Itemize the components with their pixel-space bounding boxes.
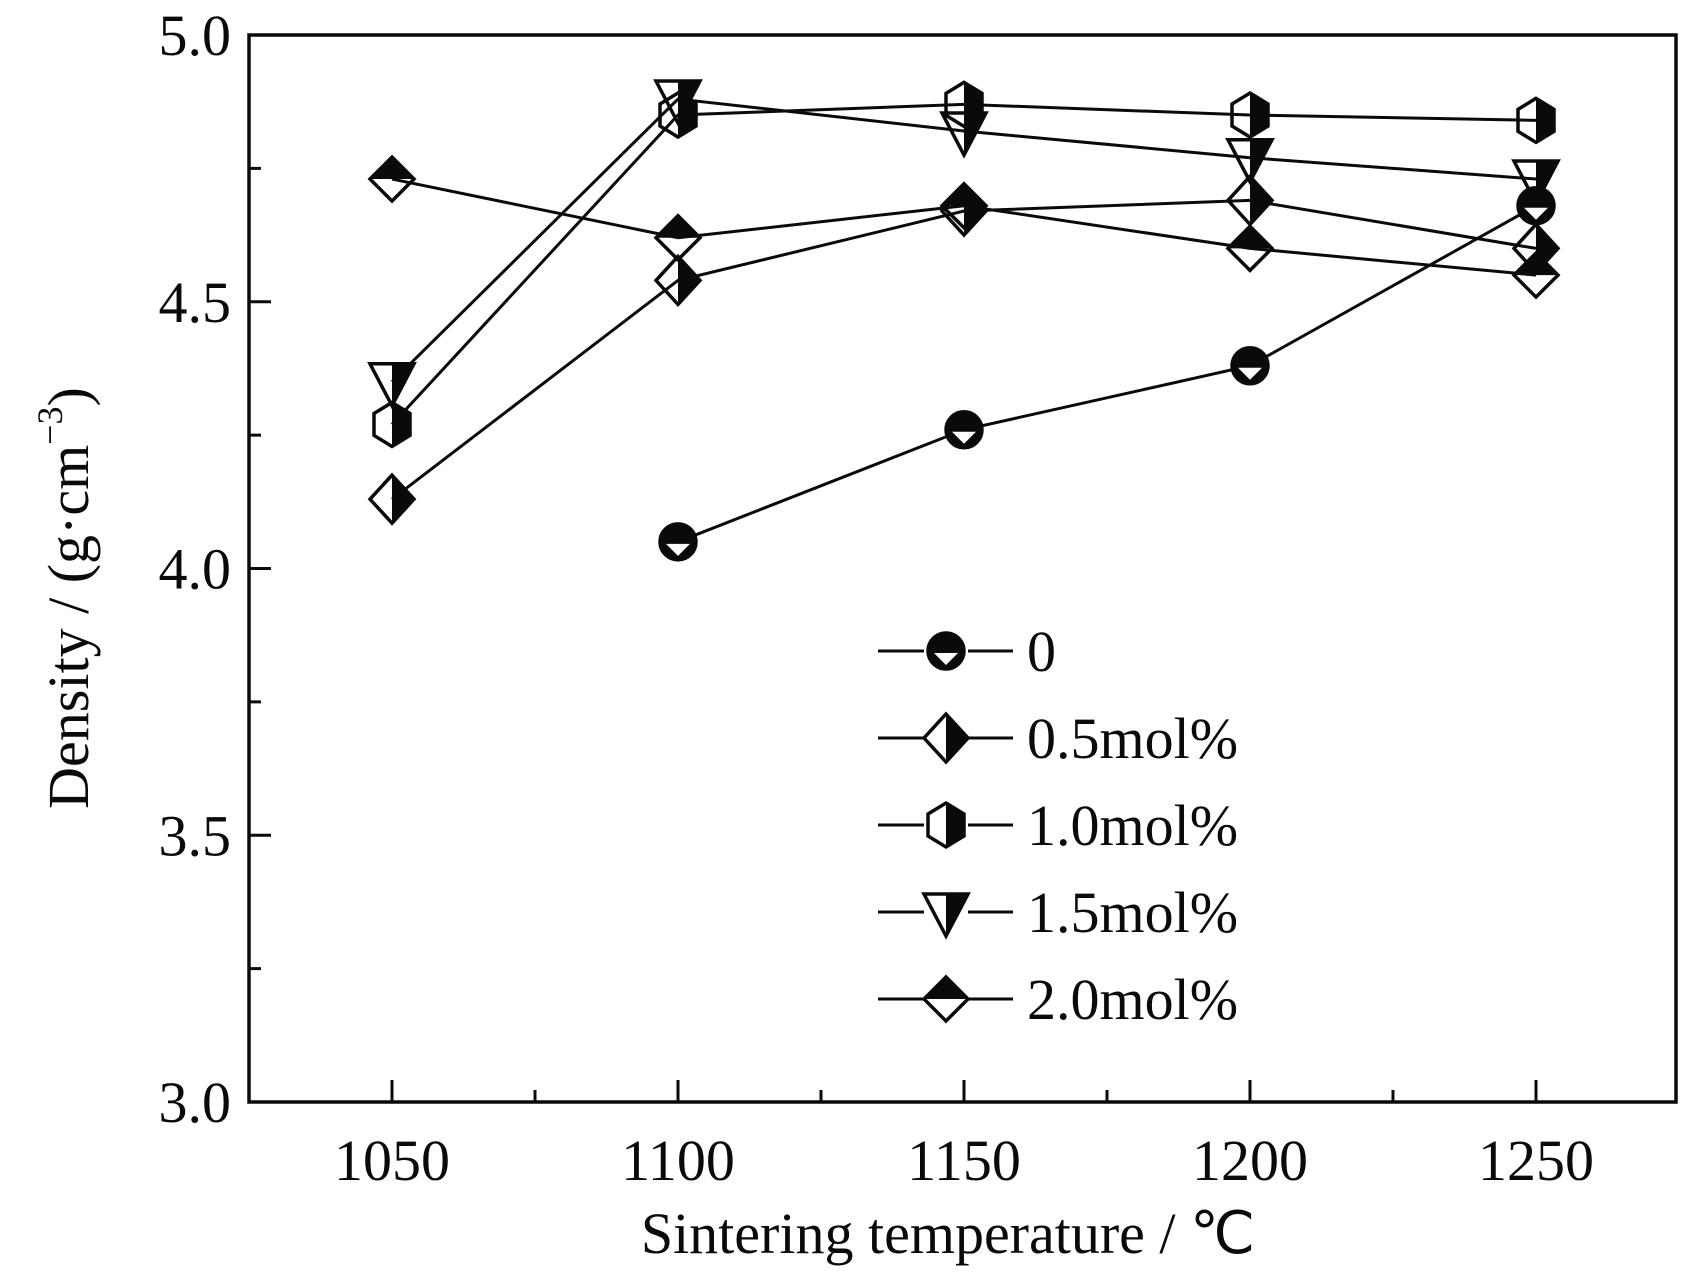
legend-label: 0.5mol% <box>1027 706 1238 771</box>
data-point <box>1516 96 1556 145</box>
marker-outline <box>921 974 971 1024</box>
marker-outline <box>653 79 703 127</box>
legend-marker <box>921 711 971 765</box>
data-point <box>1225 223 1275 273</box>
y-axis-title: Density / (g·cm−3) <box>30 387 101 809</box>
x-tick-label: 1200 <box>1192 1128 1308 1193</box>
legend-item: 1.5mol% <box>878 880 1238 945</box>
marker-outline <box>658 90 698 140</box>
data-point <box>1230 346 1270 386</box>
marker-outline <box>367 472 417 526</box>
marker-circle <box>1230 346 1270 386</box>
series-lines <box>390 97 1537 544</box>
data-point <box>1230 90 1270 140</box>
data-point <box>653 213 703 263</box>
marker-outline <box>372 400 412 449</box>
data-point <box>939 111 989 159</box>
marker-notch <box>934 653 958 665</box>
marker-fill <box>392 475 414 524</box>
series-markers <box>367 79 1561 562</box>
marker-outline <box>1230 90 1270 140</box>
marker-fill <box>1250 93 1268 138</box>
data-point <box>944 410 984 450</box>
x-tick-label: 1150 <box>907 1128 1021 1193</box>
data-point <box>653 253 703 307</box>
marker-outline <box>1225 137 1275 186</box>
y-tick-label: 4.5 <box>159 270 232 335</box>
y-axis-title-superscript: −3 <box>30 406 70 444</box>
data-point <box>1225 137 1275 186</box>
marker-fill <box>1250 176 1272 225</box>
marker-fill <box>1514 253 1558 276</box>
legend-item: 1.0mol% <box>878 793 1238 858</box>
data-point <box>367 154 417 204</box>
marker-circle <box>926 631 966 671</box>
data-point <box>658 522 698 562</box>
y-tick-label: 4.0 <box>159 537 232 602</box>
marker-fill <box>942 183 986 206</box>
marker-outline <box>367 362 417 410</box>
marker-fill <box>946 714 968 762</box>
legend-label: 2.0mol% <box>1027 967 1238 1032</box>
legend-label: 1.5mol% <box>1027 880 1238 945</box>
marker-fill <box>392 402 410 447</box>
y-tick-label: 5.0 <box>159 3 232 68</box>
marker-notch <box>1238 367 1262 380</box>
marker-outline <box>653 253 703 307</box>
marker-fill <box>924 977 968 999</box>
x-axis-title: Sintering temperature / ℃ <box>641 1201 1255 1266</box>
marker-outline <box>367 154 417 204</box>
marker-fill <box>1228 226 1272 249</box>
legend-item: 2.0mol% <box>878 967 1238 1032</box>
marker-outline <box>939 111 989 159</box>
legend-item: 0 <box>878 619 1056 684</box>
y-tick-label: 3.5 <box>159 803 232 868</box>
data-point <box>367 472 417 526</box>
marker-outline <box>939 181 989 231</box>
marker-outline <box>921 711 971 765</box>
legend-marker <box>921 892 971 940</box>
y-axis-title-close: ) <box>36 387 101 406</box>
data-point <box>653 79 703 127</box>
marker-circle <box>658 522 698 562</box>
x-tick-label: 1250 <box>1478 1128 1594 1193</box>
marker-outline <box>1516 96 1556 145</box>
marker-notch <box>666 543 690 556</box>
marker-fill <box>370 157 414 180</box>
series-line <box>677 204 1537 544</box>
marker-notch <box>952 431 976 444</box>
ticks: 1050 1100 1150 1200 1250 3.0 3.5 4.0 4.5 5.0 <box>159 3 1595 1193</box>
marker-fill <box>946 803 964 847</box>
data-point <box>372 400 412 449</box>
marker-outline <box>1511 159 1561 207</box>
y-tick-label: 3.0 <box>159 1070 232 1135</box>
legend-item: 0.5mol% <box>878 706 1238 771</box>
marker-outline <box>653 213 703 263</box>
marker-fill <box>1536 98 1554 143</box>
legend-marker <box>926 631 966 671</box>
marker-outline <box>921 892 971 940</box>
x-tick-label: 1100 <box>621 1128 735 1193</box>
series-line <box>391 198 1537 501</box>
marker-outline <box>1225 223 1275 273</box>
data-point <box>367 362 417 410</box>
marker-outline <box>926 800 966 850</box>
marker-fill <box>678 256 700 305</box>
legend-label: 1.0mol% <box>1027 793 1238 858</box>
data-point <box>939 181 989 231</box>
data-point <box>1511 159 1561 207</box>
legend-marker <box>921 974 971 1024</box>
marker-fill <box>656 215 700 238</box>
legend-marker <box>926 800 966 850</box>
x-tick-label: 1050 <box>334 1128 450 1193</box>
data-point <box>1511 250 1561 300</box>
marker-outline <box>1511 250 1561 300</box>
marker-notch <box>1524 207 1548 220</box>
legend-label: 0 <box>1027 619 1056 684</box>
marker-circle <box>944 410 984 450</box>
y-axis-title-main: Density / (g·cm <box>36 445 101 809</box>
legend: 0 0.5mol% 1.0mol% 1.5mol% 2.0mol% <box>878 619 1238 1032</box>
